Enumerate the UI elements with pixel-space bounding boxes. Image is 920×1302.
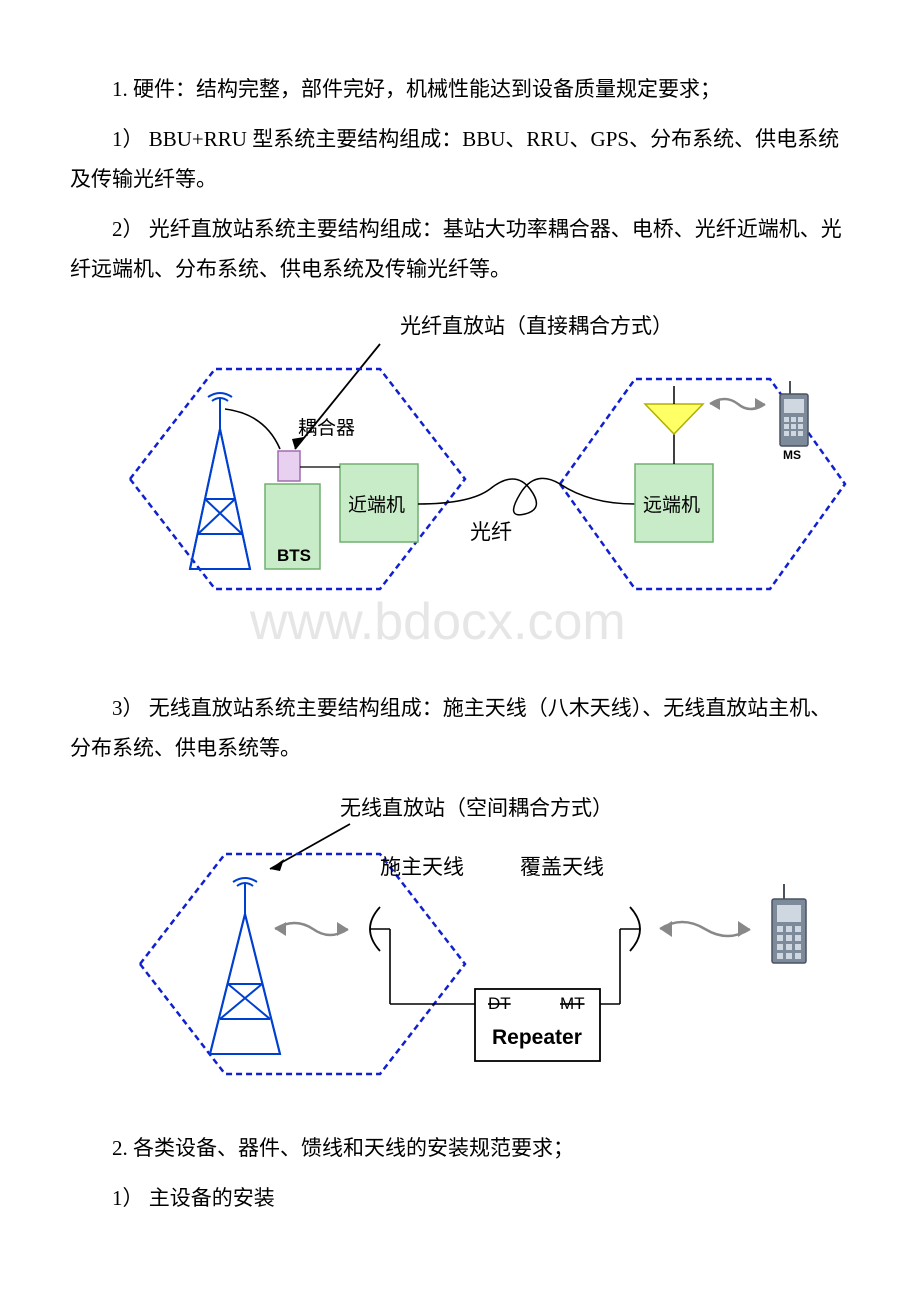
hexagon (140, 854, 465, 1074)
paragraph-4: 3） 无线直放站系统主要结构组成：施主天线（八木天线）、无线直放站主机、分布系统… (70, 689, 850, 769)
fiber-label: 光纤 (470, 520, 512, 544)
phone-icon (780, 381, 808, 446)
far-end-label: 远端机 (643, 494, 700, 516)
tower-icon (190, 393, 250, 569)
diagram-fiber-repeater: 光纤直放站（直接耦合方式） (70, 309, 850, 659)
paragraph-1: 1. 硬件：结构完整，部件完好，机械性能达到设备质量规定要求； (70, 70, 850, 110)
signal-arrow-l2 (337, 922, 348, 936)
signal-arrow-r1 (660, 921, 672, 937)
signal-wave-right (660, 922, 750, 936)
ms-label: MS (783, 448, 801, 462)
signal-arrow-l1 (275, 922, 286, 936)
mt-label: MT (560, 994, 585, 1013)
coverage-label: 覆盖天线 (520, 855, 604, 879)
paragraph-2: 1） BBU+RRU 型系统主要结构组成：BBU、RRU、GPS、分布系统、供电… (70, 120, 850, 200)
repeater-label: Repeater (492, 1026, 582, 1049)
diagram-1-title: 光纤直放站（直接耦合方式） (400, 314, 673, 338)
signal-arrow-r2 (738, 921, 750, 937)
coupler-box (278, 451, 300, 481)
diagram-2-title: 无线直放站（空间耦合方式） (340, 796, 613, 820)
dt-label: DT (488, 994, 511, 1013)
cable-tower-coupler (225, 409, 280, 449)
near-end-label: 近端机 (348, 494, 405, 516)
page-container: 1. 硬件：结构完整，部件完好，机械性能达到设备质量规定要求； 1） BBU+R… (0, 0, 920, 1279)
tower-icon-2 (210, 878, 280, 1054)
signal-arrow-left (710, 398, 720, 410)
diagram-2-svg: 无线直放站（空间耦合方式） (70, 789, 850, 1099)
paragraph-5: 2. 各类设备、器件、馈线和天线的安装规范要求； (70, 1129, 850, 1169)
diagram-1-svg: 光纤直放站（直接耦合方式） (70, 309, 850, 659)
donor-label: 施主天线 (380, 855, 464, 879)
bts-label: BTS (277, 546, 311, 565)
phone-icon-2 (772, 884, 806, 963)
paragraph-6: 1） 主设备的安装 (70, 1179, 850, 1219)
diagram-wireless-repeater: 无线直放站（空间耦合方式） (70, 789, 850, 1099)
coupler-label: 耦合器 (298, 417, 355, 439)
arrow-head-2 (270, 859, 284, 871)
paragraph-3: 2） 光纤直放站系统主要结构组成：基站大功率耦合器、电桥、光纤近端机、光纤远端机… (70, 210, 850, 290)
antenna-triangle (645, 404, 703, 434)
signal-arrow-right (755, 398, 765, 410)
watermark-text: www.bdocx.com (249, 593, 626, 651)
